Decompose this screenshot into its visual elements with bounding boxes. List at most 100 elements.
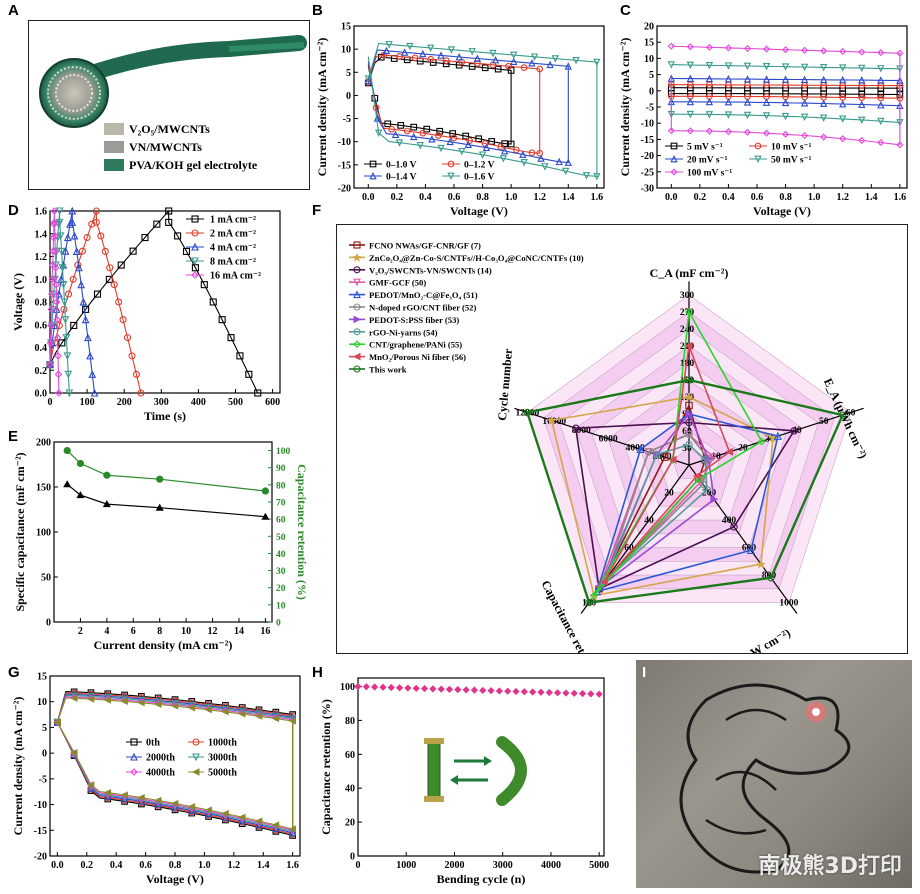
gcd-curve-1 xyxy=(49,210,142,394)
x-tick-label: 0 xyxy=(356,860,361,871)
radar-point xyxy=(523,408,532,417)
radar-tick-label: 30 xyxy=(765,435,775,445)
cv-curve-2 xyxy=(367,49,569,164)
legend-label: This work xyxy=(369,365,407,375)
cv-point xyxy=(468,48,476,56)
fiber-device-illustration: V₂O₅/MWCNTs VN/MWCNTs PVA/KOH gel electr… xyxy=(39,35,307,172)
gcd-point xyxy=(46,339,55,347)
cv-point xyxy=(374,129,383,138)
cv-point xyxy=(437,144,445,153)
panel-label-f: F xyxy=(312,202,322,219)
legend-label: GMF-GCF (50) xyxy=(369,278,426,288)
cv-point xyxy=(582,172,591,180)
cv-point xyxy=(449,130,457,137)
retention-point xyxy=(156,475,164,483)
cv-point xyxy=(497,143,505,150)
cv-point xyxy=(743,44,752,53)
cv-point xyxy=(858,116,866,124)
retention-line xyxy=(66,450,266,492)
y-tick-label: 1.4 xyxy=(35,229,48,240)
legend-marker xyxy=(130,768,138,776)
radar-point xyxy=(660,453,669,461)
capacitance-point xyxy=(76,491,85,499)
cv-point xyxy=(154,796,162,805)
gcd-point xyxy=(62,334,71,342)
y-tick-label: 20 xyxy=(345,818,355,829)
panel-f-frame: 3060901201501802102402703001020304050602… xyxy=(336,224,908,704)
x-tick-label: 0.4 xyxy=(419,192,432,203)
y2-tick-label: 0 xyxy=(276,619,281,629)
cv-point xyxy=(743,62,752,71)
y-tick-label: 10 xyxy=(644,54,654,65)
radar-point xyxy=(685,308,693,316)
x-tick-label: 0.2 xyxy=(391,192,404,203)
radar-series-5 xyxy=(603,433,710,583)
cv-point xyxy=(528,59,536,67)
x-tick-label: 10 xyxy=(181,626,191,637)
legend-label: 2000th xyxy=(146,753,175,764)
gcd-point xyxy=(51,247,60,256)
retention-point xyxy=(395,684,404,692)
x-tick-label: 16 xyxy=(260,626,270,637)
radar-point xyxy=(652,450,661,459)
x-tick-label: 2 xyxy=(78,626,83,637)
radar-tick-label: 600 xyxy=(742,544,757,554)
gcd-point xyxy=(50,207,59,215)
cv-point xyxy=(388,125,396,133)
y-tick-label: 0.6 xyxy=(35,320,48,331)
cv-point xyxy=(87,781,95,789)
gcd-curve-0 xyxy=(49,209,259,394)
cv-point xyxy=(537,154,545,162)
x-axis-label: Bending cycle (n) xyxy=(437,872,526,886)
panel-label-b: B xyxy=(312,2,323,19)
y-tick-label: -5 xyxy=(646,103,654,114)
radar-tick-label: 60 xyxy=(624,544,634,554)
legend-label: 10 mV s⁻¹ xyxy=(771,143,812,153)
y-tick-label: 0 xyxy=(46,618,51,629)
cv-point xyxy=(450,134,458,142)
cv-point xyxy=(510,57,518,65)
retention-point xyxy=(470,686,479,694)
cv-point xyxy=(536,65,544,73)
radar-tick-label: 2000 xyxy=(653,452,672,462)
gcd-point xyxy=(115,298,123,306)
cv-point xyxy=(403,127,411,135)
y-tick-label: 80 xyxy=(345,716,355,727)
legend-label: rGO-Ni-yarns (54) xyxy=(369,327,438,337)
gcd-point xyxy=(57,247,66,256)
gcd-point xyxy=(129,247,137,255)
retention-point xyxy=(261,487,269,495)
gcd-point xyxy=(191,264,199,272)
legend-marker xyxy=(353,303,361,311)
cv-point xyxy=(255,712,263,720)
cv-point xyxy=(762,98,771,106)
y-tick-label: 50 xyxy=(41,573,51,584)
cv-point xyxy=(437,51,445,59)
y-tick-label: 40 xyxy=(345,784,355,795)
gcd-point xyxy=(59,281,68,289)
cv-point xyxy=(446,137,454,146)
y-tick-label: 1.0 xyxy=(35,275,48,286)
cv-point xyxy=(564,62,572,70)
cv-point xyxy=(120,794,129,803)
radar-point xyxy=(684,392,694,402)
x-tick-label: 600 xyxy=(265,397,280,408)
radar-tick-label: 40 xyxy=(644,516,654,526)
legend-label: 0th xyxy=(146,738,160,749)
gcd-point xyxy=(92,218,100,226)
legend-vn: VN/MWCNTs xyxy=(129,140,202,154)
gcd-point xyxy=(55,289,63,298)
gcd-point xyxy=(49,233,58,242)
gcd-point xyxy=(93,290,102,298)
radar-axis-title: P_A (µW cm⁻²) xyxy=(717,626,793,653)
panel-label-c: C xyxy=(620,2,631,19)
retention-point xyxy=(553,689,562,697)
retention-point xyxy=(578,689,587,698)
cv-point xyxy=(820,133,828,141)
legend-marker xyxy=(353,340,361,348)
gcd-point xyxy=(86,351,94,360)
cv-point xyxy=(839,64,847,72)
cv-point xyxy=(858,90,866,98)
x-axis-label: Voltage (V) xyxy=(146,872,204,886)
retention-point xyxy=(520,688,528,696)
